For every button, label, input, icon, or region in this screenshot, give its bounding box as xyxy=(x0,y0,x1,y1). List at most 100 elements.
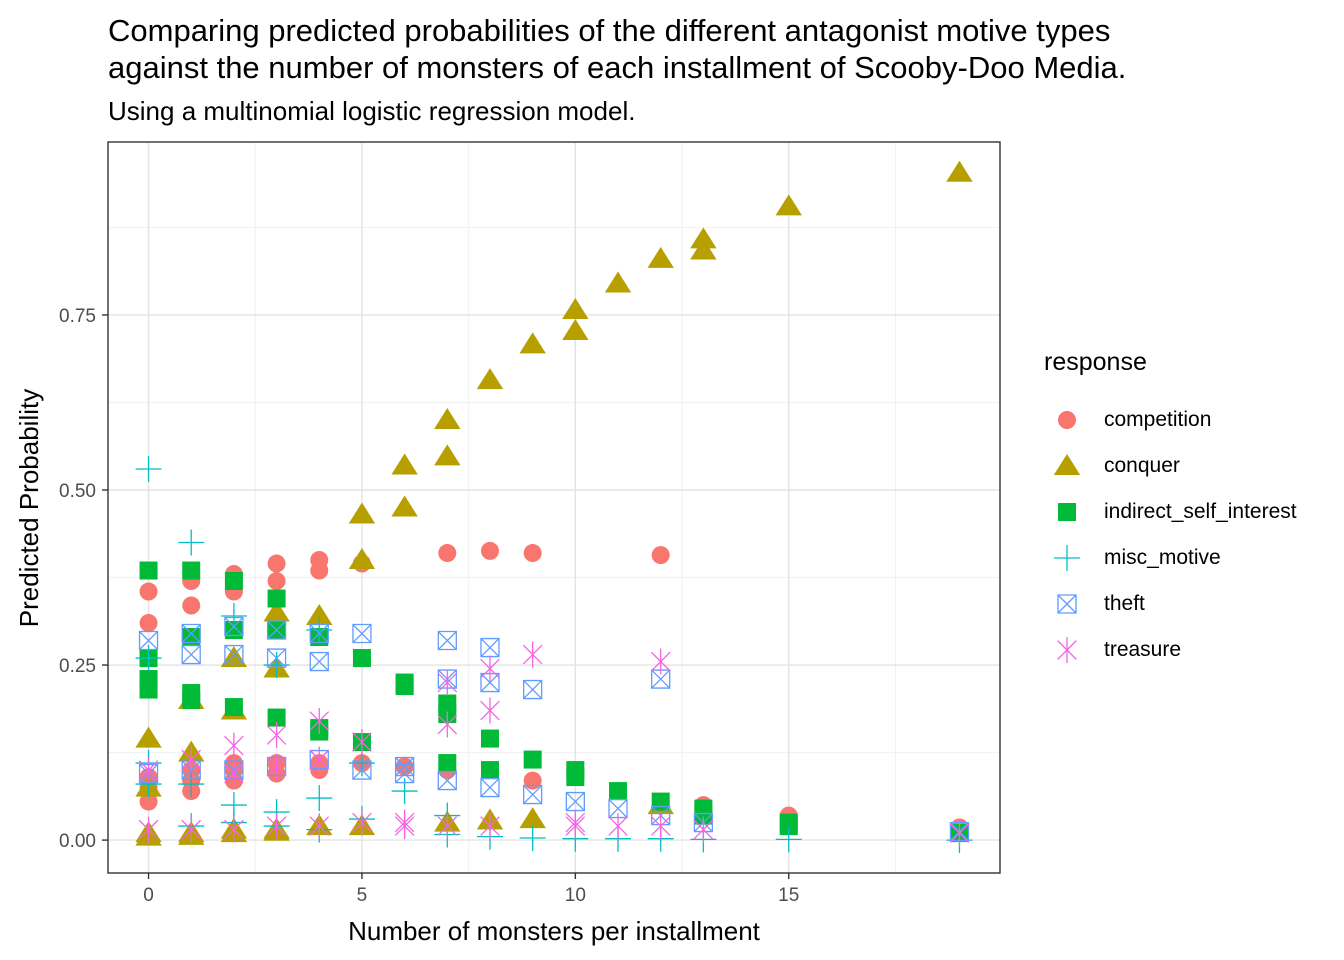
point-indirect_self_interest xyxy=(395,677,414,696)
point-indirect_self_interest xyxy=(139,680,158,699)
x-tick-label: 10 xyxy=(565,885,586,906)
point-misc_motive xyxy=(306,785,333,812)
point-indirect_self_interest xyxy=(182,691,201,710)
legend-item-theft: theft xyxy=(1044,581,1297,627)
point-theft xyxy=(181,644,201,665)
point-conquer xyxy=(690,227,717,249)
legend-key-indirect_self_interest xyxy=(1058,503,1076,521)
point-theft xyxy=(523,784,543,805)
point-competition xyxy=(139,614,158,633)
point-indirect_self_interest xyxy=(224,698,243,717)
point-conquer xyxy=(434,444,461,466)
point-theft xyxy=(352,623,372,644)
point-conquer xyxy=(348,548,376,570)
point-misc_motive xyxy=(775,826,802,853)
point-conquer xyxy=(690,238,717,260)
legend-label: competition xyxy=(1104,408,1212,431)
point-competition xyxy=(182,596,201,615)
point-theft xyxy=(651,669,671,689)
point-conquer xyxy=(263,600,290,622)
point-treasure xyxy=(565,813,586,840)
legend-label: misc_motive xyxy=(1104,546,1221,569)
point-theft xyxy=(181,623,201,644)
point-conquer xyxy=(647,246,674,268)
point-indirect_self_interest xyxy=(779,817,798,836)
legend-item-conquer: conquer xyxy=(1044,443,1297,489)
point-theft xyxy=(309,623,329,644)
point-treasure xyxy=(608,813,628,840)
point-indirect_self_interest xyxy=(182,561,201,580)
point-theft xyxy=(352,760,372,780)
point-indirect_self_interest xyxy=(651,792,670,811)
legend: response competition conquer indirect_self… xyxy=(1044,348,1297,673)
legend-label: theft xyxy=(1104,592,1145,615)
point-conquer xyxy=(434,407,461,429)
chart-subtitle: Using a multinomial logistic regression … xyxy=(108,96,636,126)
x-axis-label: Number of monsters per installment xyxy=(348,916,761,946)
point-indirect_self_interest xyxy=(139,561,158,580)
series-indirect_self_interest xyxy=(139,561,969,843)
point-competition xyxy=(139,582,158,601)
legend-label: treasure xyxy=(1104,638,1182,661)
point-conquer xyxy=(562,298,589,320)
point-theft xyxy=(437,630,457,651)
point-treasure xyxy=(650,648,671,675)
point-treasure xyxy=(437,669,458,696)
y-tick-label: 0.50 xyxy=(59,481,96,502)
point-conquer xyxy=(391,453,418,475)
point-competition xyxy=(438,544,457,563)
point-conquer xyxy=(306,604,333,626)
point-theft xyxy=(437,770,457,791)
point-misc_motive xyxy=(135,455,162,482)
point-treasure xyxy=(266,813,287,840)
point-conquer xyxy=(946,160,973,182)
point-treasure xyxy=(181,746,202,773)
point-theft xyxy=(266,620,287,640)
point-theft xyxy=(565,791,585,812)
legend-key-theft xyxy=(1057,594,1077,614)
point-competition xyxy=(480,541,499,560)
point-conquer xyxy=(348,502,376,524)
point-treasure xyxy=(437,711,458,738)
point-treasure xyxy=(693,816,714,843)
legend-item-indirect_self_interest: indirect_self_interest xyxy=(1044,489,1297,535)
legend-label: conquer xyxy=(1104,454,1180,477)
point-treasure xyxy=(181,816,202,843)
point-indirect_self_interest xyxy=(182,628,201,647)
point-treasure xyxy=(352,729,372,756)
axes: 0 5 10 15 0.00 0.25 0.50 0.75 xyxy=(59,141,1001,906)
legend-key-treasure xyxy=(1057,637,1077,663)
point-treasure xyxy=(394,813,415,840)
point-theft xyxy=(224,644,244,665)
x-tick-label: 5 xyxy=(357,885,368,906)
point-treasure xyxy=(949,820,970,847)
point-conquer xyxy=(519,332,546,354)
panel-background xyxy=(108,142,1000,873)
point-indirect_self_interest xyxy=(438,754,457,773)
point-treasure xyxy=(224,816,244,843)
point-treasure xyxy=(309,708,330,735)
chart-title: Comparing predicted probabilities of the… xyxy=(108,13,1127,85)
y-tick-label: 0.75 xyxy=(59,306,96,327)
y-axis-label: Predicted Probability xyxy=(14,389,44,627)
point-treasure xyxy=(437,813,458,840)
point-treasure xyxy=(224,760,244,787)
point-theft xyxy=(266,648,287,668)
point-indirect_self_interest xyxy=(566,768,585,787)
point-competition xyxy=(267,572,286,591)
point-treasure xyxy=(352,809,372,836)
plot-panel xyxy=(108,142,1000,873)
point-indirect_self_interest xyxy=(480,761,499,780)
point-indirect_self_interest xyxy=(609,782,628,801)
point-treasure xyxy=(480,813,500,840)
point-theft xyxy=(480,777,500,798)
point-misc_motive xyxy=(220,603,247,630)
point-conquer xyxy=(391,495,418,517)
point-indirect_self_interest xyxy=(224,572,243,591)
point-theft xyxy=(394,763,415,784)
panel-border xyxy=(107,141,1001,874)
legend-label: indirect_self_interest xyxy=(1104,500,1297,523)
point-competition xyxy=(139,792,158,811)
point-conquer xyxy=(775,194,802,216)
point-theft xyxy=(309,651,329,672)
